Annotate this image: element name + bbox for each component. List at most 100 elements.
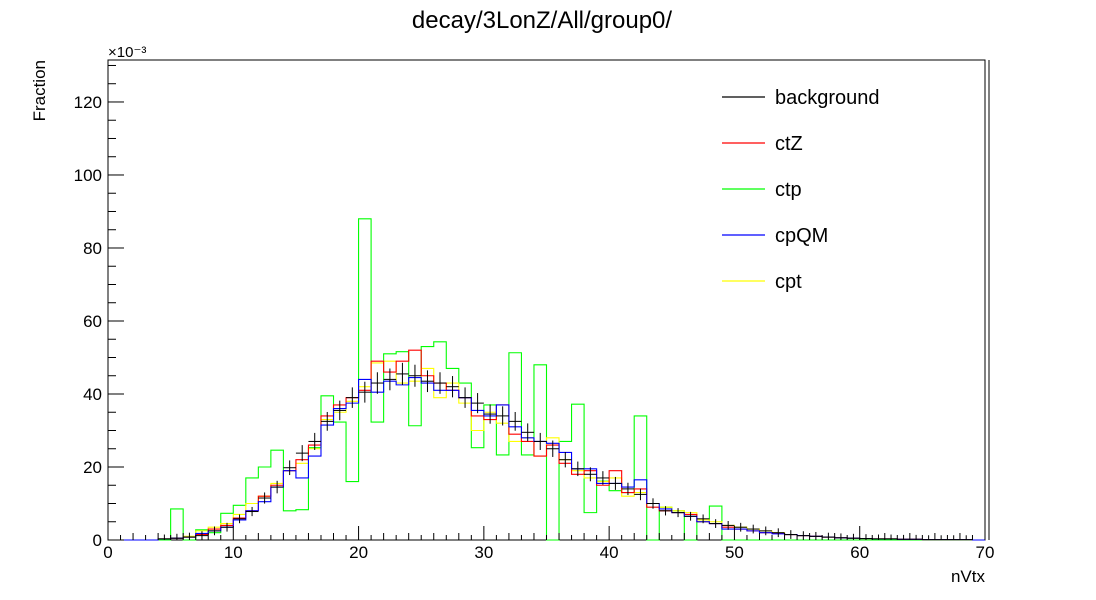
x-tick-label: 20: [349, 543, 368, 562]
x-tick-label: 50: [725, 543, 744, 562]
data-point: [421, 370, 434, 393]
data-point: [245, 506, 259, 517]
y-axis-exponent: ×10⁻³: [108, 44, 146, 61]
data-point: [709, 519, 722, 528]
x-tick-label: 0: [103, 543, 112, 562]
legend-item-ctZ: ctZ: [722, 133, 803, 155]
legend-label: ctZ: [775, 133, 803, 155]
data-point: [596, 471, 610, 485]
data-point: [696, 514, 710, 524]
chart-title: decay/3LonZ/All/group0/: [412, 7, 673, 34]
data-point: [884, 534, 898, 540]
x-axis-label: nVtx: [951, 567, 986, 586]
data-point: [458, 387, 472, 408]
data-point: [859, 534, 873, 540]
data-point: [584, 467, 597, 482]
data-point: [233, 514, 246, 524]
data-point: [258, 492, 271, 504]
data-point: [684, 511, 697, 521]
data-point: [320, 412, 334, 431]
data-point: [371, 372, 384, 394]
data-point: [634, 488, 647, 501]
data-point: [959, 535, 973, 541]
y-tick-label: 20: [83, 458, 102, 477]
data-point: [483, 404, 497, 424]
y-tick-label: 40: [83, 385, 102, 404]
legend: background ctZ ctp cpQM cpt: [722, 87, 880, 293]
data-point: [909, 534, 923, 540]
data-point: [220, 522, 234, 532]
data-point: [333, 400, 347, 421]
series-line-ctp: [108, 218, 985, 541]
data-point: [533, 432, 547, 450]
data-point: [183, 532, 196, 540]
legend-label: cpt: [775, 271, 802, 293]
data-point: [922, 535, 935, 541]
x-tick-label: 10: [224, 543, 243, 562]
data-point: [496, 406, 509, 426]
data-point: [170, 533, 184, 540]
data-point: [609, 476, 622, 490]
x-tick-label: 40: [600, 543, 619, 562]
x-tick-label: 60: [850, 543, 869, 562]
data-point: [772, 528, 785, 538]
series-ctp: [108, 218, 985, 541]
data-point: [208, 526, 221, 536]
data-point: [721, 521, 735, 530]
data-point: [295, 445, 309, 462]
data-point: [308, 432, 321, 450]
data-point: [508, 412, 522, 431]
data-point: [158, 534, 171, 540]
data-point: [847, 533, 860, 540]
y-axis-label: Fraction: [30, 60, 49, 121]
data-point: [559, 451, 572, 468]
x-tick-label: 70: [976, 543, 995, 562]
data-point: [797, 531, 810, 540]
x-tick-label: 30: [474, 543, 493, 562]
data-point: [934, 535, 948, 541]
data-point: [346, 387, 359, 408]
legend-item-cpt: cpt: [722, 271, 802, 293]
data-point: [834, 533, 848, 540]
legend-item-ctp: ctp: [722, 179, 802, 201]
data-point: [471, 393, 484, 414]
y-tick-label: 100: [74, 166, 102, 185]
legend-label: background: [775, 87, 880, 109]
data-point: [270, 480, 284, 494]
data-point: [546, 440, 560, 457]
data-point: [734, 522, 747, 532]
data-point: [646, 498, 660, 509]
data-point: [759, 526, 773, 536]
data-point: [446, 376, 459, 398]
data-point: [433, 372, 447, 394]
y-tick-label: 120: [74, 93, 102, 112]
y-tick-label: 80: [83, 239, 102, 258]
y-tick-label: 0: [93, 531, 102, 550]
axes-layer: 0 10 20 30 40 50 60 70 0 20 40 60 80 100 120: [74, 64, 995, 562]
data-point: [408, 364, 422, 387]
data-point: [784, 530, 798, 539]
data-point: [521, 423, 534, 442]
data-point: [872, 534, 885, 540]
y-tick-label: 60: [83, 312, 102, 331]
data-point: [671, 508, 685, 518]
data-point: [947, 535, 960, 541]
data-point: [621, 482, 635, 496]
data-point: [396, 362, 409, 385]
data-point: [809, 531, 823, 540]
data-point: [822, 532, 835, 540]
data-point: [358, 381, 372, 403]
legend-label: cpQM: [775, 225, 828, 247]
series-layer: [108, 218, 985, 541]
series-background: [158, 362, 973, 541]
data-point: [383, 368, 397, 391]
data-point: [195, 531, 209, 540]
data-point: [659, 506, 672, 516]
data-point: [746, 524, 760, 534]
data-point: [897, 534, 910, 540]
data-point: [571, 461, 585, 477]
legend-item-background: background: [722, 87, 880, 109]
data-point: [283, 460, 296, 476]
